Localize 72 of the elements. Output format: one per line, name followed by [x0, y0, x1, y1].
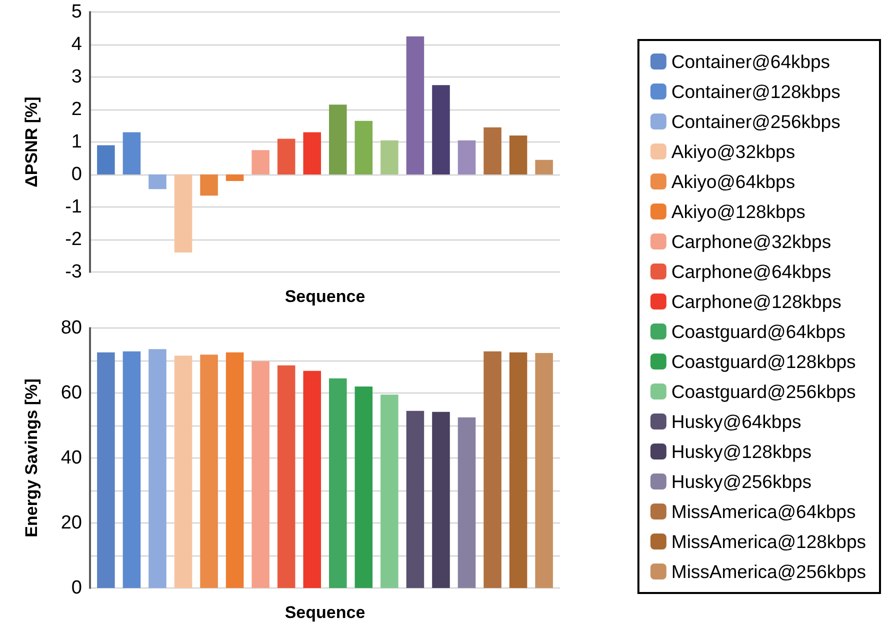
bar [277, 138, 296, 174]
bar [122, 351, 141, 588]
bar [484, 127, 502, 174]
y-tick-label: -1 [65, 196, 82, 218]
y-tick-label: 3 [71, 66, 82, 88]
legend-label: Akiyo@32kbps [671, 141, 796, 162]
bar [303, 132, 321, 174]
bar [458, 140, 476, 174]
bar [432, 412, 450, 588]
bar [200, 354, 218, 588]
y-axis-title: ΔPSNR [%] [22, 96, 41, 188]
y-tick-label: 0 [71, 578, 82, 598]
y-tick-label: 80 [60, 318, 82, 338]
legend-label: Akiyo@128kbps [671, 201, 806, 222]
bar [354, 386, 373, 588]
y-tick-label: 1 [71, 132, 82, 152]
y-tick-label: 0 [71, 164, 82, 185]
bar [122, 132, 141, 174]
y-tick-label: 20 [60, 512, 82, 534]
bar [148, 174, 166, 190]
legend-label: MissAmerica@128kbps [671, 531, 866, 552]
bar [226, 174, 244, 181]
legend-label: Husky@128kbps [671, 441, 812, 462]
bar [97, 145, 115, 174]
bar [406, 410, 424, 588]
bar [303, 370, 321, 588]
bar [380, 394, 398, 588]
legend-label: Coastguard@256kbps [671, 381, 856, 402]
bar [354, 120, 373, 174]
bar [148, 349, 166, 588]
legend-label: Coastguard@64kbps [671, 321, 846, 342]
bar [509, 136, 528, 174]
legend-label: Carphone@64kbps [671, 261, 832, 282]
legend-label: MissAmerica@256kbps [671, 561, 866, 582]
legend-label: Husky@64kbps [671, 411, 802, 432]
bar [174, 174, 192, 252]
legend-label: Akiyo@64kbps [671, 171, 796, 192]
bar [535, 160, 553, 174]
y-tick-label: -3 [65, 262, 82, 282]
legend-label: Container@64kbps [671, 51, 830, 72]
bar [535, 353, 553, 588]
bar [252, 150, 270, 174]
legend-label: Coastguard@128kbps [671, 351, 856, 372]
bar [200, 174, 218, 196]
x-axis-title: Sequence [284, 287, 366, 306]
legend-label: Container@128kbps [671, 81, 840, 102]
y-tick-label: 4 [71, 34, 82, 55]
y-tick-label: 5 [71, 2, 82, 22]
bar [380, 140, 398, 174]
y-tick-label: 60 [60, 382, 82, 404]
bar [329, 378, 347, 588]
legend-label: Carphone@32kbps [671, 231, 832, 252]
bar [484, 351, 502, 588]
y-axis-title: Energy Savings [%] [22, 378, 41, 538]
bar [277, 365, 296, 588]
bar [406, 36, 424, 174]
x-axis-title: Sequence [284, 603, 366, 622]
y-tick-label: 40 [60, 448, 82, 468]
bar [458, 417, 476, 588]
legend-label: Container@256kbps [671, 111, 840, 132]
legend-label: MissAmerica@64kbps [671, 501, 856, 522]
bar [97, 352, 115, 588]
bar [174, 356, 192, 588]
legend-label: Carphone@128kbps [671, 291, 842, 312]
legend-label: Husky@256kbps [671, 471, 812, 492]
y-tick-label: -2 [65, 229, 82, 250]
y-tick-label: 2 [71, 99, 82, 120]
bar [329, 104, 347, 174]
bar [252, 361, 270, 588]
bar [226, 352, 244, 588]
bar [509, 352, 528, 588]
bar [432, 85, 450, 174]
